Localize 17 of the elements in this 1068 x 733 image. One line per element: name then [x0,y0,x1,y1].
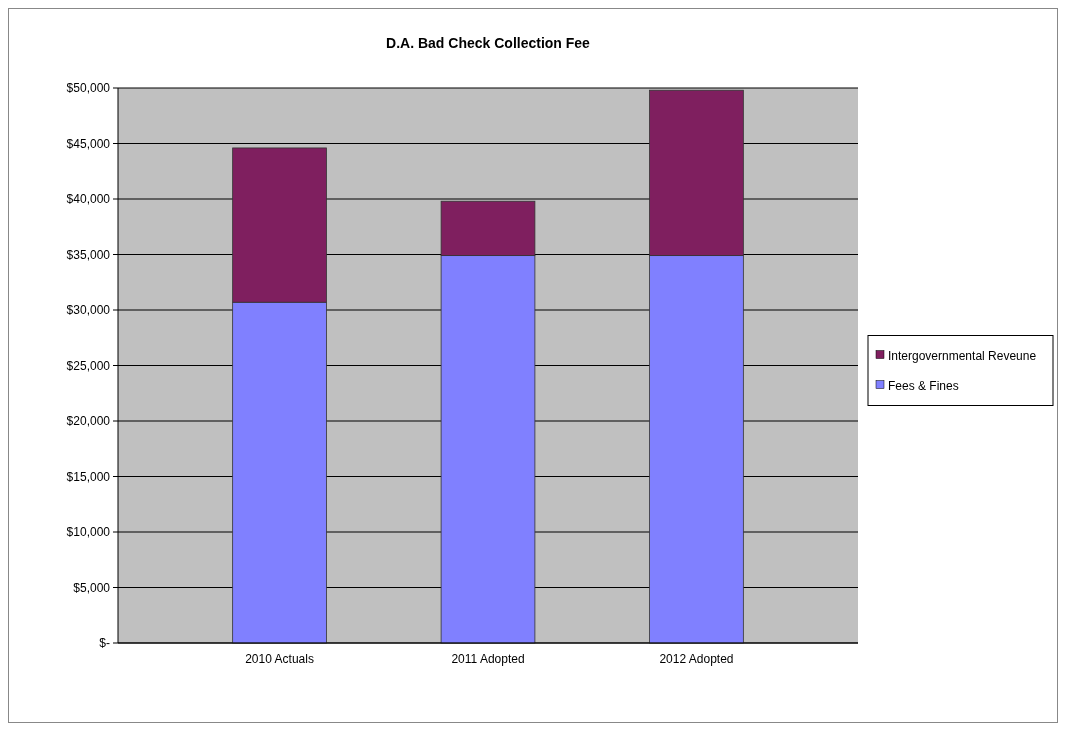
y-tick-label: $20,000 [66,414,111,429]
y-tick-label: $50,000 [66,81,111,96]
y-tick-label: $30,000 [66,303,111,318]
legend-label: Fees & Fines [888,378,959,393]
y-tick-label: $5,000 [73,580,111,595]
y-tick-label: $10,000 [66,525,111,540]
x-tick-label: 2012 Adopted [659,652,734,666]
chart-title: D.A. Bad Check Collection Fee [386,35,591,51]
x-tick-label: 2011 Adopted [451,652,525,666]
y-tick-label: $15,000 [66,469,111,484]
y-tick-label: $40,000 [66,192,111,207]
x-tick-label: 2010 Actuals [245,652,314,666]
y-tick-label: $- [99,636,110,651]
legend-label: Intergovernmental Reveune [888,348,1037,363]
y-tick-label: $35,000 [66,247,111,262]
y-tick-label: $45,000 [66,136,111,151]
y-tick-label: $25,000 [66,358,111,373]
